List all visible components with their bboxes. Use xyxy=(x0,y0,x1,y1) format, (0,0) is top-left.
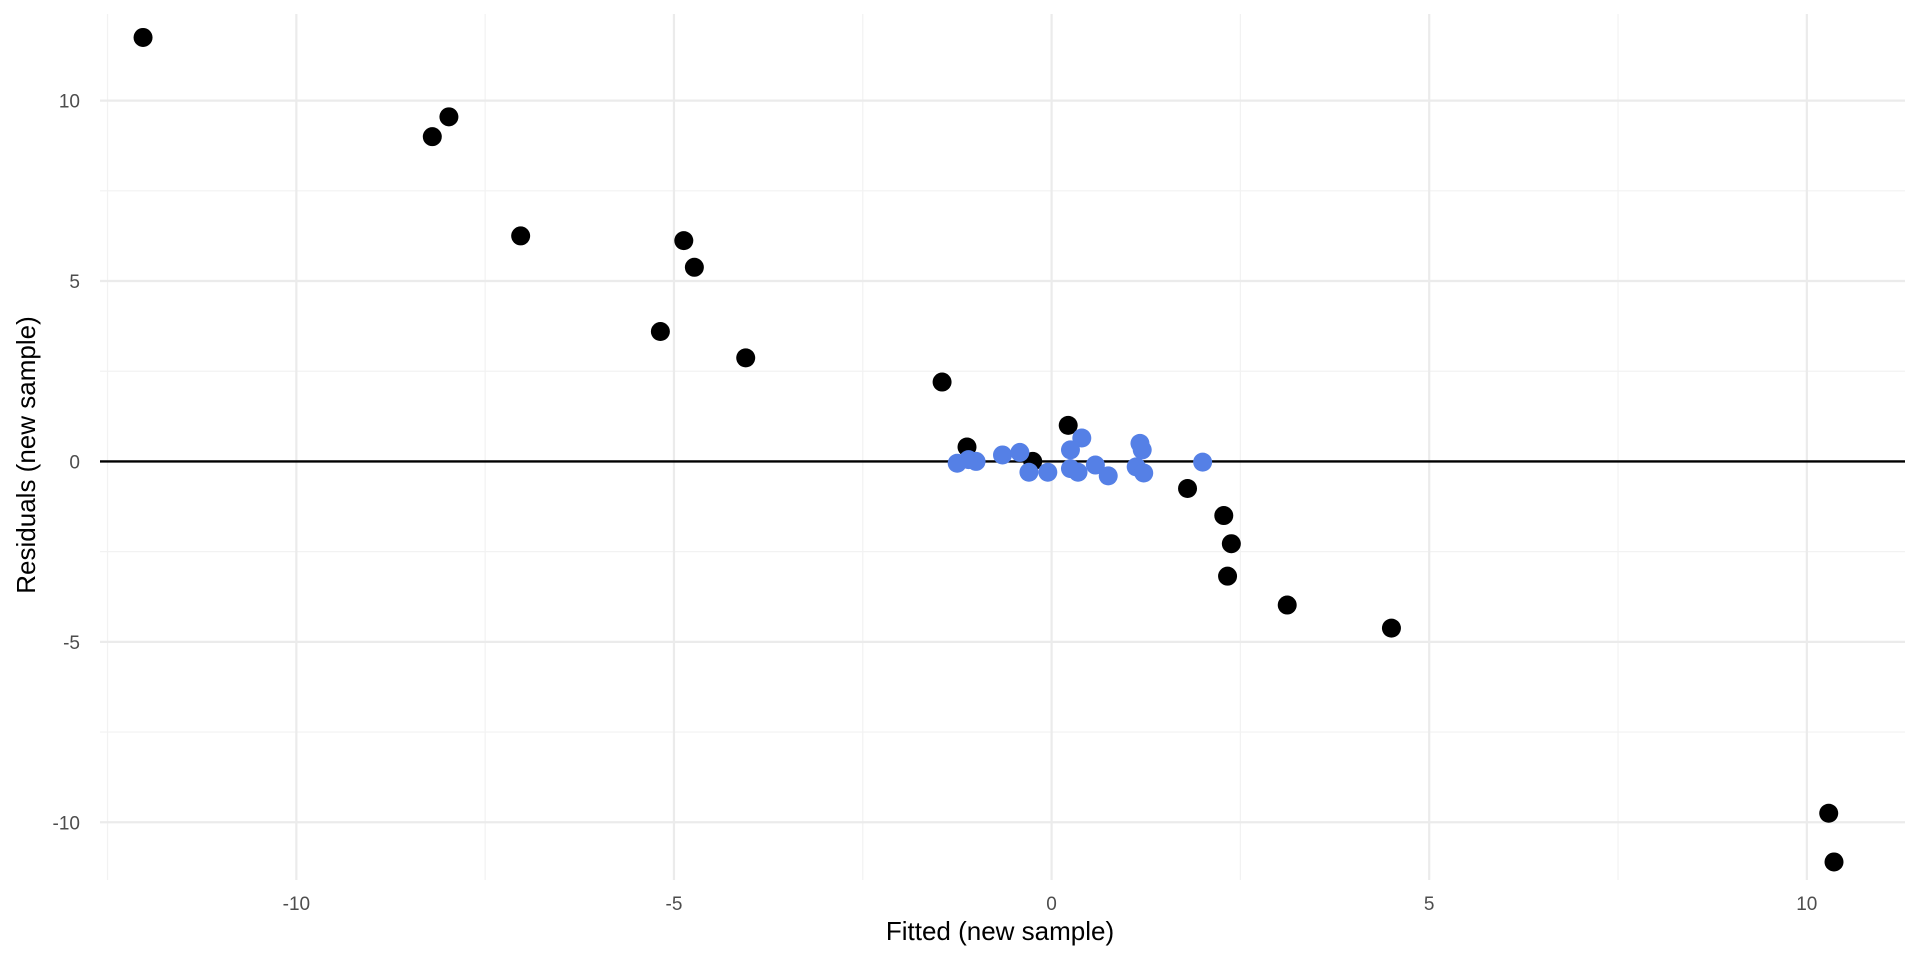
scatter-point-series-2 xyxy=(1019,462,1039,482)
scatter-point-series-1 xyxy=(133,27,153,47)
data-points xyxy=(133,27,1844,872)
scatter-point-series-1 xyxy=(511,226,531,246)
x-tick-label: 0 xyxy=(1046,894,1057,915)
scatter-point-series-2 xyxy=(1132,440,1152,460)
scatter-point-series-2 xyxy=(1010,442,1030,462)
scatter-point-series-2 xyxy=(1098,466,1118,486)
scatter-point-series-1 xyxy=(932,372,952,392)
scatter-point-series-2 xyxy=(1038,462,1058,482)
scatter-point-series-1 xyxy=(1824,852,1844,872)
scatter-point-series-1 xyxy=(736,348,756,368)
scatter-point-series-1 xyxy=(1214,506,1234,526)
scatter-point-series-1 xyxy=(1178,478,1198,498)
scatter-point-series-1 xyxy=(1381,618,1401,638)
scatter-point-series-1 xyxy=(650,322,670,342)
y-tick-label: 10 xyxy=(59,92,80,113)
x-tick-label: 5 xyxy=(1424,894,1435,915)
y-axis-ticks: -10 -5 0 5 10 xyxy=(53,92,80,835)
scatter-point-series-1 xyxy=(439,107,459,127)
y-tick-label: 5 xyxy=(69,272,80,293)
scatter-point-series-1 xyxy=(1221,534,1241,554)
y-tick-label: -5 xyxy=(63,633,80,654)
y-tick-label: -10 xyxy=(53,813,80,834)
scatter-point-series-2 xyxy=(993,445,1012,465)
scatter-point-series-1 xyxy=(684,257,704,277)
scatter-point-series-2 xyxy=(1068,462,1088,482)
scatter-point-series-1 xyxy=(1277,595,1297,615)
x-axis-title: Fitted (new sample) xyxy=(886,916,1114,946)
y-tick-label: 0 xyxy=(69,452,80,473)
scatter-point-series-1 xyxy=(1819,803,1839,823)
scatter-point-series-2 xyxy=(1193,452,1213,472)
x-tick-label: -10 xyxy=(283,894,310,915)
scatter-point-series-1 xyxy=(1218,566,1238,586)
x-tick-label: 10 xyxy=(1796,894,1817,915)
scatter-point-series-2 xyxy=(1072,428,1092,448)
y-axis-title: Residuals (new sample) xyxy=(11,316,41,593)
scatter-point-series-2 xyxy=(1085,455,1105,475)
scatter-point-series-2 xyxy=(959,450,979,470)
scatter-point-series-1 xyxy=(1058,415,1078,435)
scatter-point-series-2 xyxy=(1060,440,1080,460)
x-tick-label: -5 xyxy=(666,894,683,915)
scatter-point-series-1 xyxy=(422,127,442,147)
scatter-point-series-1 xyxy=(674,231,694,251)
scatter-point-series-2 xyxy=(1134,463,1154,483)
x-axis-ticks: -10 -5 0 5 10 xyxy=(283,894,1818,915)
